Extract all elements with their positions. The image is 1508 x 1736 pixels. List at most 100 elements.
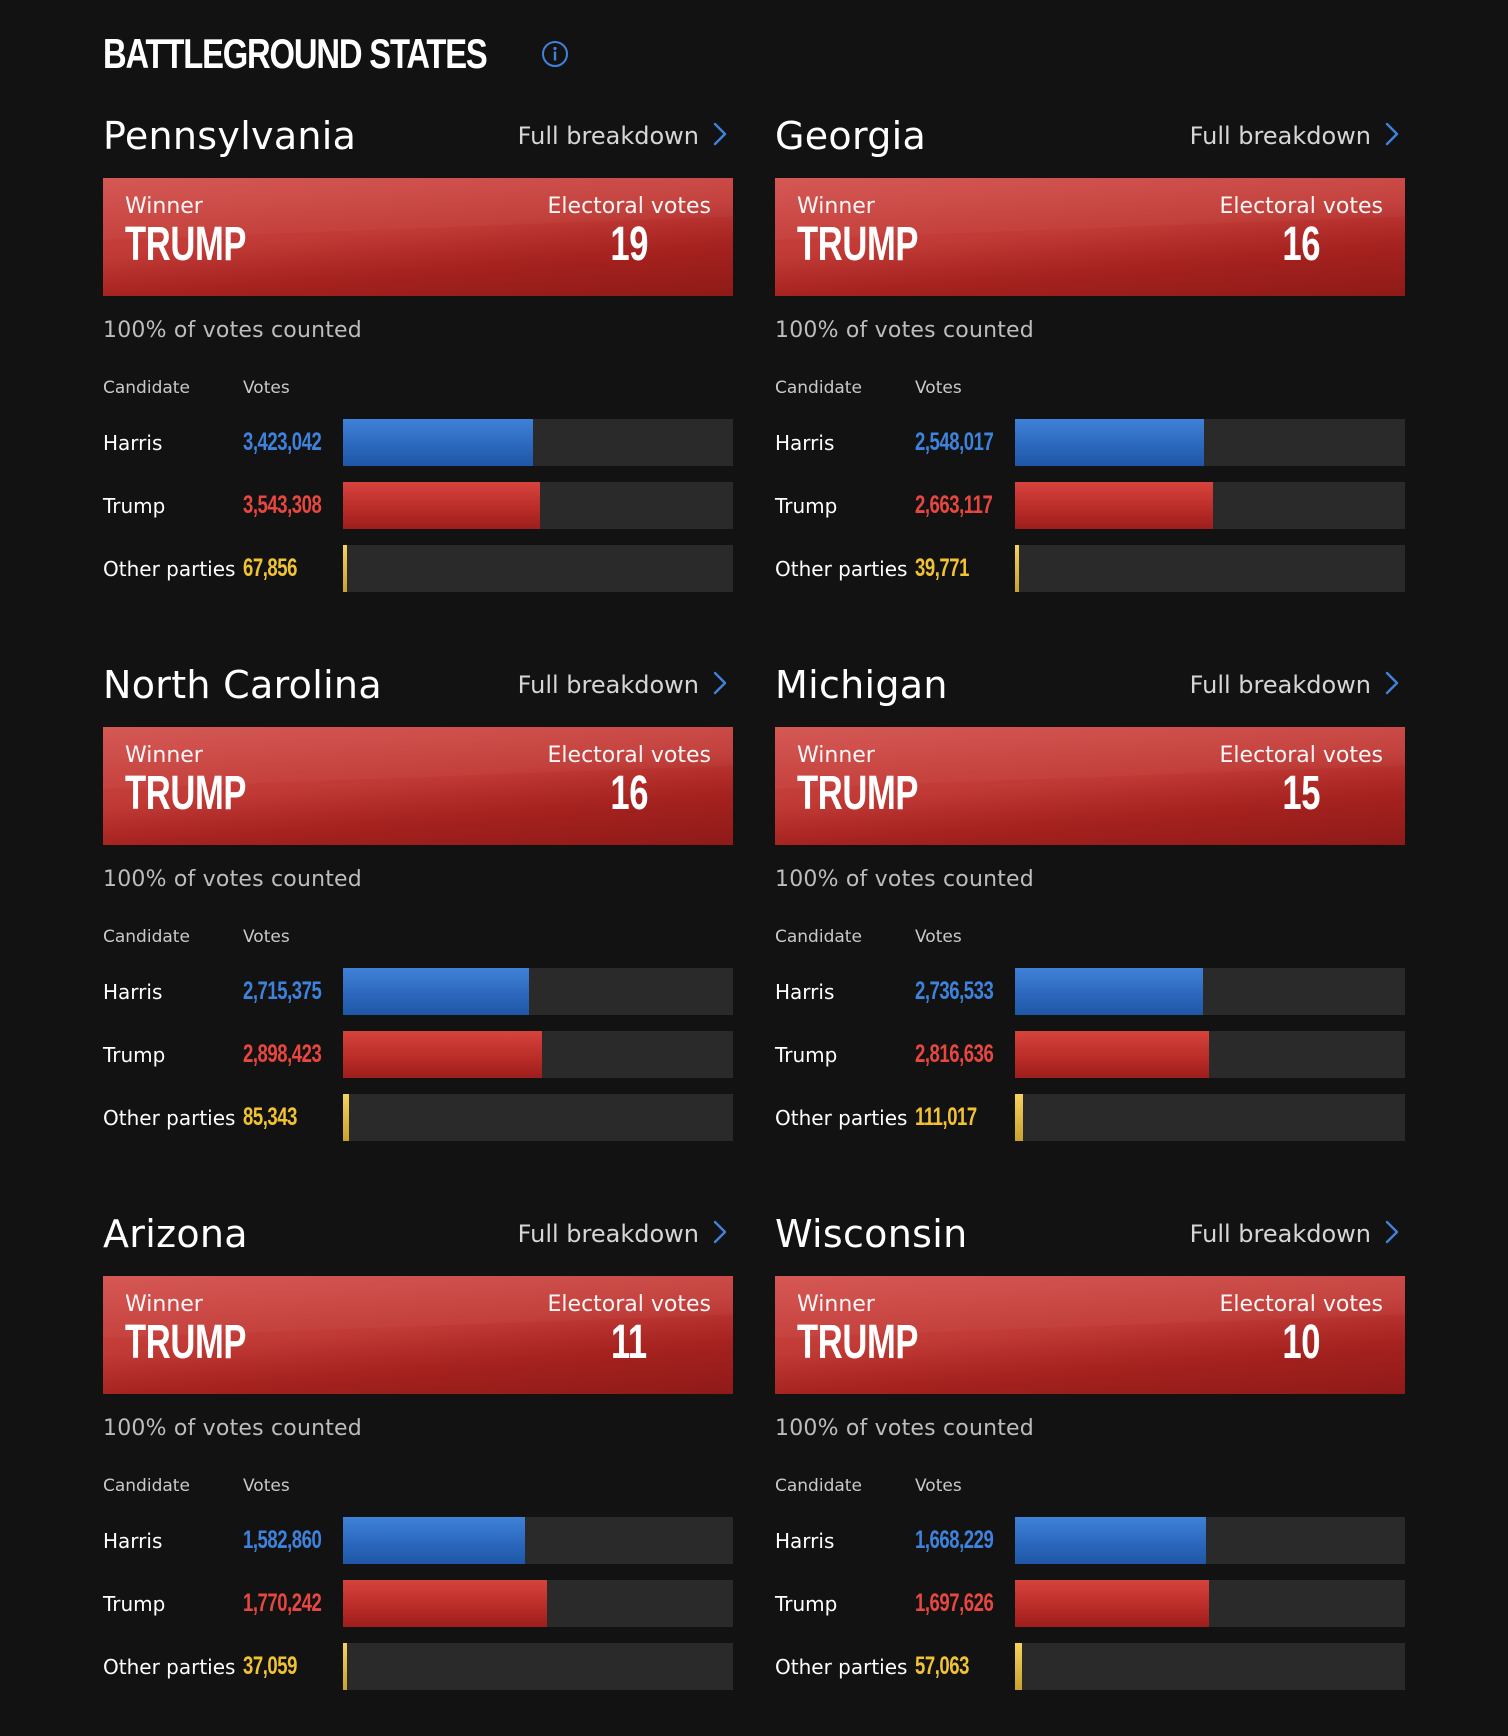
winner-row: Winner TRUMP Electoral votes 19 (125, 194, 711, 269)
candidate-votes: 2,715,375 (243, 977, 322, 1005)
candidate-votes: 3,423,042 (243, 428, 322, 456)
vote-share-bar (343, 968, 733, 1015)
candidate-row-trump: Trump 2,898,423 (103, 1031, 733, 1078)
results-rows: Harris 2,715,375 Trump 2,898,423 Other p… (103, 968, 733, 1141)
winner-col: Winner TRUMP (125, 743, 293, 818)
vote-share-bar (1015, 419, 1405, 466)
winner-row: Winner TRUMP Electoral votes 16 (125, 743, 711, 818)
winner-label: Winner (797, 194, 875, 219)
votes-counted-text: 100% of votes counted (775, 318, 1034, 343)
candidate-row-trump: Trump 1,770,242 (103, 1580, 733, 1627)
results-rows: Harris 1,582,860 Trump 1,770,242 Other p… (103, 1517, 733, 1690)
state-header: Wisconsin Full breakdown (775, 1208, 1405, 1260)
full-breakdown-link[interactable]: Full breakdown (1190, 671, 1405, 699)
candidate-votes: 2,548,017 (915, 428, 994, 456)
candidate-name: Trump (775, 1042, 838, 1067)
state-header: Arizona Full breakdown (103, 1208, 733, 1260)
candidate-row-other: Other parties 39,771 (775, 545, 1405, 592)
info-icon[interactable] (541, 40, 569, 68)
full-breakdown-link[interactable]: Full breakdown (518, 122, 733, 150)
winner-row: Winner TRUMP Electoral votes 15 (797, 743, 1383, 818)
vote-share-fill (1015, 1643, 1022, 1690)
state-header: Georgia Full breakdown (775, 110, 1405, 162)
full-breakdown-label: Full breakdown (1189, 671, 1371, 699)
candidate-votes: 1,668,229 (915, 1526, 994, 1554)
candidate-column-header: Candidate (103, 927, 190, 947)
state-name: Wisconsin (775, 1212, 968, 1256)
winner-col: Winner TRUMP (797, 194, 965, 269)
winner-name: TRUMP (125, 1316, 247, 1369)
vote-share-bar (343, 545, 733, 592)
vote-share-fill (1015, 1031, 1209, 1078)
chevron-right-icon (713, 122, 727, 150)
candidate-name: Other parties (103, 1105, 236, 1130)
vote-share-bar (343, 1031, 733, 1078)
winner-label: Winner (797, 1292, 875, 1317)
candidate-votes: 1,770,242 (243, 1589, 322, 1617)
winner-name: TRUMP (797, 1316, 919, 1369)
electoral-votes-value: 11 (611, 1316, 648, 1369)
chevron-right-icon (713, 1220, 727, 1248)
full-breakdown-link[interactable]: Full breakdown (518, 671, 733, 699)
winner-banner: Winner TRUMP Electoral votes 15 (775, 727, 1405, 845)
candidate-votes: 57,063 (915, 1652, 969, 1680)
electoral-votes-value: 16 (610, 767, 649, 820)
results-rows: Harris 1,668,229 Trump 1,697,626 Other p… (775, 1517, 1405, 1690)
vote-share-fill (1015, 545, 1019, 592)
full-breakdown-label: Full breakdown (1189, 122, 1371, 150)
candidate-row-harris: Harris 2,736,533 (775, 968, 1405, 1015)
candidate-row-other: Other parties 37,059 (103, 1643, 733, 1690)
full-breakdown-link[interactable]: Full breakdown (1190, 122, 1405, 150)
full-breakdown-link[interactable]: Full breakdown (1190, 1220, 1405, 1248)
votes-counted-text: 100% of votes counted (775, 1416, 1034, 1441)
candidate-name: Harris (103, 1528, 163, 1553)
vote-share-fill (1015, 968, 1204, 1015)
electoral-votes-label: Electoral votes (547, 1292, 711, 1317)
results-rows: Harris 2,736,533 Trump 2,816,636 Other p… (775, 968, 1405, 1141)
winner-banner: Winner TRUMP Electoral votes 19 (103, 178, 733, 296)
winner-banner: Winner TRUMP Electoral votes 11 (103, 1276, 733, 1394)
state-card-georgia: Georgia Full breakdown Winner TRUMP Elec… (775, 110, 1405, 659)
winner-col: Winner TRUMP (125, 1292, 293, 1367)
full-breakdown-label: Full breakdown (517, 671, 699, 699)
candidate-row-trump: Trump 2,816,636 (775, 1031, 1405, 1078)
winner-row: Winner TRUMP Electoral votes 16 (797, 194, 1383, 269)
votes-column-header: Votes (243, 1476, 290, 1496)
candidate-row-harris: Harris 2,715,375 (103, 968, 733, 1015)
results-rows: Harris 3,423,042 Trump 3,543,308 Other p… (103, 419, 733, 592)
chevron-right-icon (1385, 671, 1399, 699)
winner-label: Winner (125, 194, 203, 219)
electoral-votes-col: Electoral votes 15 (1220, 743, 1383, 818)
vote-share-bar (1015, 1517, 1405, 1564)
electoral-votes-label: Electoral votes (547, 194, 711, 219)
electoral-votes-col: Electoral votes 16 (548, 743, 711, 818)
vote-share-fill (343, 1031, 542, 1078)
results-table-header: Candidate Votes (775, 1475, 1405, 1497)
candidate-votes: 2,663,117 (915, 491, 993, 519)
vote-share-fill (1015, 419, 1205, 466)
candidate-row-trump: Trump 3,543,308 (103, 482, 733, 529)
chevron-right-icon (713, 671, 727, 699)
winner-row: Winner TRUMP Electoral votes 10 (797, 1292, 1383, 1367)
results-table-header: Candidate Votes (103, 926, 733, 948)
state-name: Georgia (775, 114, 927, 158)
candidate-votes: 37,059 (243, 1652, 297, 1680)
vote-share-fill (343, 482, 540, 529)
state-card-wisconsin: Wisconsin Full breakdown Winner TRUMP El… (775, 1208, 1405, 1736)
full-breakdown-link[interactable]: Full breakdown (518, 1220, 733, 1248)
state-card-pennsylvania: Pennsylvania Full breakdown Winner TRUMP… (103, 110, 733, 659)
state-name: North Carolina (103, 663, 382, 707)
vote-share-bar (1015, 1643, 1405, 1690)
electoral-votes-value: 16 (1282, 218, 1321, 271)
candidate-votes: 39,771 (915, 554, 969, 582)
candidate-row-harris: Harris 2,548,017 (775, 419, 1405, 466)
winner-col: Winner TRUMP (125, 194, 293, 269)
votes-column-header: Votes (915, 927, 962, 947)
candidate-row-harris: Harris 1,582,860 (103, 1517, 733, 1564)
vote-share-bar (343, 482, 733, 529)
candidate-votes: 2,816,636 (915, 1040, 994, 1068)
winner-label: Winner (125, 743, 203, 768)
votes-counted-text: 100% of votes counted (103, 1416, 362, 1441)
vote-share-bar (343, 1094, 733, 1141)
